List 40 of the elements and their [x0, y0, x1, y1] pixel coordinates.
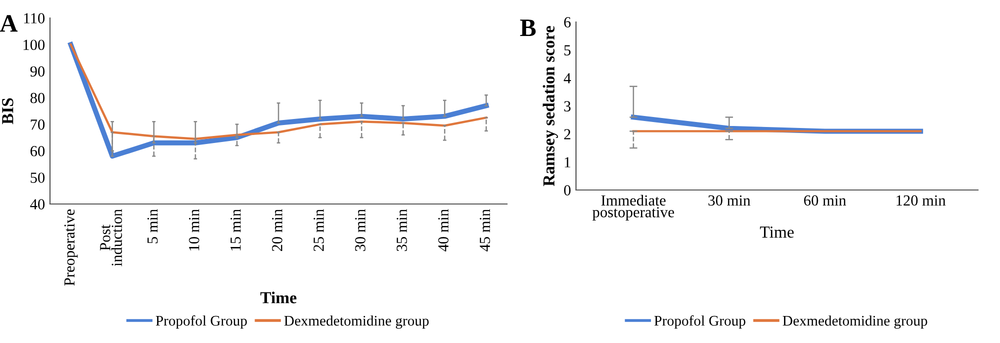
legend-label: Dexmedetomidine group	[782, 315, 928, 329]
legend-label: Propofol Group	[156, 315, 247, 329]
y-tick-label: 50	[30, 172, 45, 183]
y-tick-label: 40	[30, 199, 45, 210]
y-tick-label: 5	[564, 45, 571, 56]
x-tick-label: Immediate postoperative	[592, 194, 674, 220]
y-axis-title: BIS	[2, 98, 14, 124]
x-tick-label: 35 min	[396, 209, 407, 251]
x-tick-label: 30 min	[355, 209, 366, 251]
y-tick-label: 100	[24, 40, 45, 50]
x-tick-label: 5 min	[147, 209, 158, 244]
legend-label: Propofol Group	[654, 315, 746, 329]
x-tick-label: 20 min	[272, 209, 282, 252]
x-tick-label: Preoperative	[64, 209, 78, 286]
x-axis-title: Time	[760, 226, 794, 238]
y-tick-label: 3	[564, 101, 571, 112]
y-tick-label: 110	[24, 13, 45, 24]
y-tick-label: 4	[564, 73, 571, 84]
x-tick-label: 60 min	[804, 195, 846, 206]
x-tick-label: Post induction	[100, 209, 122, 266]
x-tick-label: 120 min	[896, 195, 946, 206]
x-tick-label: 25 min	[314, 209, 324, 252]
x-tick-label: 45 min	[480, 209, 490, 252]
chart-title: B	[520, 20, 536, 36]
y-tick-label: 1	[564, 157, 570, 168]
x-tick-label: 30 min	[708, 195, 750, 206]
y-tick-label: 60	[30, 146, 45, 156]
y-tick-label: 80	[30, 92, 45, 104]
chart-title: A	[0, 15, 18, 32]
x-axis-title: Time	[260, 292, 296, 304]
y-tick-label: 90	[30, 66, 45, 77]
y-tick-label: 0	[564, 185, 571, 196]
y-axis-title: Ramsey sedation score	[542, 26, 558, 186]
x-tick-label: 15 min	[230, 209, 241, 250]
legend-label: Dexmedetomidine group	[284, 315, 429, 329]
y-tick-label: 70	[30, 119, 45, 130]
x-tick-label: 40 min	[438, 209, 449, 252]
y-tick-label: 6	[564, 17, 571, 28]
x-tick-label: 10 min	[188, 209, 200, 250]
y-tick-label: 2	[564, 129, 570, 140]
